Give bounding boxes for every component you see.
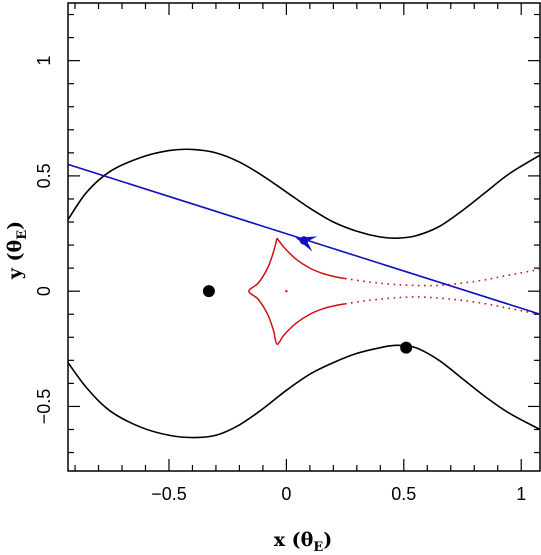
caustic-dotted-bottom: [344, 296, 540, 316]
x-axis-label: x (θE): [274, 529, 333, 555]
critical-curve-upper: [68, 148, 540, 240]
plot-curves: [68, 148, 540, 439]
y-tick-label: −0.5: [34, 389, 54, 425]
center-of-mass-dot: [285, 289, 288, 293]
x-tick-label: −0.5: [151, 484, 187, 504]
y-axis-label: y (θE): [4, 221, 30, 280]
x-tick-label: 0.5: [391, 484, 416, 504]
plot-markers: [202, 236, 413, 354]
y-tick-label: 0.5: [34, 163, 54, 188]
source-position-marker: [299, 236, 309, 245]
plot-axes: −0.5 0 0.5 1 −0.5 0 0.5 1: [34, 2, 541, 504]
x-tick-label: 0: [281, 484, 291, 504]
lens-mass-dot: [202, 285, 215, 298]
caustic-upper-cusp: [276, 237, 346, 280]
y-tick-label: 0: [34, 286, 54, 296]
lens-mass-dot: [400, 341, 413, 354]
critical-curve-lower: [68, 344, 540, 439]
x-tick-label: 1: [516, 484, 526, 504]
plot-frame: [67, 2, 541, 472]
caustic-dotted-top: [344, 268, 540, 287]
y-tick-label: 1: [34, 56, 54, 66]
caustic-lower-cusp: [248, 237, 346, 345]
